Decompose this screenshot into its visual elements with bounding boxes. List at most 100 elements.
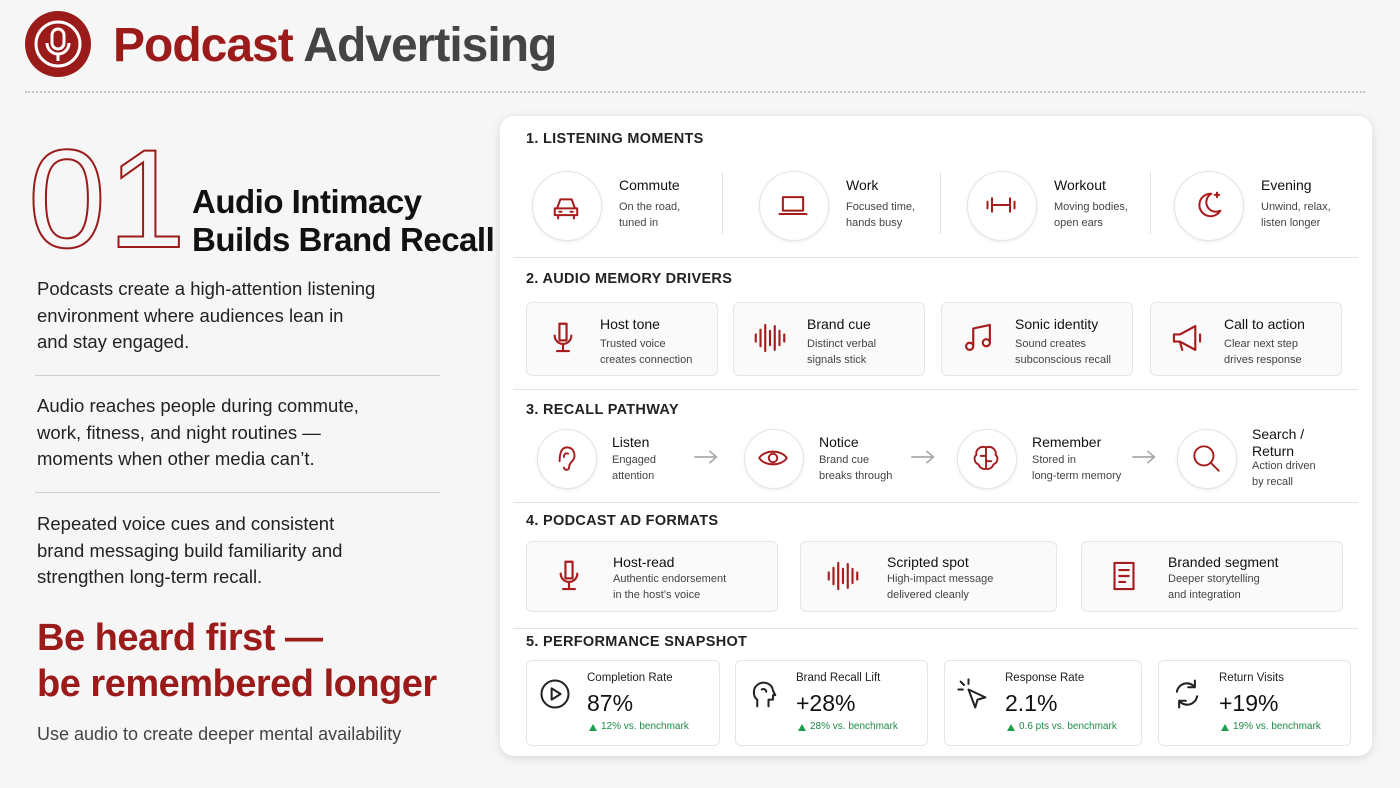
label: Host-read — [613, 554, 675, 570]
paragraph-line: work, fitness, and night routines — — [37, 421, 321, 443]
desc-line: High-impact message — [887, 573, 994, 585]
label: Host tone — [600, 316, 660, 332]
card — [526, 541, 778, 612]
desc-line: subconscious recall — [1015, 353, 1111, 366]
icon-circle — [744, 429, 804, 489]
logo — [25, 11, 91, 77]
icon — [559, 560, 579, 591]
desc-line: Sound creates — [1015, 338, 1086, 350]
icon-circle — [759, 171, 829, 241]
paragraph-line: Repeated voice cues and consistent — [37, 513, 335, 534]
trend-up — [798, 724, 806, 731]
icon — [553, 198, 579, 220]
divider — [513, 502, 1358, 503]
value: 87% — [587, 690, 634, 716]
icon — [965, 323, 991, 351]
heading-line: Builds Brand Recall — [192, 221, 495, 258]
paragraph-line: moments when other media can’t. — [37, 448, 315, 469]
paragraph-line: and stay engaged. — [37, 331, 190, 352]
paragraph-line: environment where audiences lean in — [37, 304, 344, 326]
label: Evening — [1261, 177, 1312, 193]
desc-line: in the host’s voice — [613, 588, 701, 601]
divider — [513, 628, 1358, 629]
label: Commute — [619, 177, 680, 193]
trend-up — [1007, 724, 1015, 731]
divider — [513, 257, 1358, 258]
tagline-line: Be heard first — — [37, 617, 323, 659]
icon-circle — [1177, 429, 1237, 489]
icon — [986, 197, 1016, 213]
section-number: 01 — [27, 119, 188, 278]
desc-line: listen longer — [1261, 216, 1321, 229]
icon — [540, 679, 570, 709]
desc-line: On the road, — [619, 201, 681, 213]
desc-line: Action driven — [1252, 460, 1316, 472]
divider — [513, 389, 1358, 390]
desc-line: Clear next step — [1224, 338, 1298, 350]
label: Remember — [1032, 434, 1102, 450]
desc-line: Deeper storytelling — [1168, 573, 1260, 585]
desc-line: Unwind, relax, — [1261, 201, 1331, 213]
paragraph-line: Podcasts create a high-attention listeni… — [37, 278, 376, 299]
label: Sonic identity — [1015, 316, 1099, 332]
icon — [1132, 450, 1156, 464]
label: Brand Recall Lift — [796, 672, 881, 684]
desc-line: signals stick — [807, 353, 867, 366]
icon — [553, 322, 573, 353]
icon — [754, 323, 786, 353]
label: Call to action — [1224, 316, 1305, 332]
page-title: Podcast Advertising — [113, 18, 557, 73]
label: Work — [846, 177, 879, 193]
label: Listen — [612, 434, 650, 450]
icon — [827, 561, 859, 591]
section-title: 3. RECALL PATHWAY — [526, 402, 679, 418]
icon — [1198, 191, 1222, 218]
desc-line: delivered cleanly — [887, 588, 969, 601]
icon — [758, 450, 788, 466]
desc-line: Brand cue — [819, 454, 870, 466]
desc-line: Stored in — [1032, 454, 1077, 466]
desc-line: Engaged — [612, 454, 657, 466]
section-title: 4. PODCAST AD FORMATS — [526, 513, 719, 529]
label: Notice — [819, 434, 859, 450]
divider — [35, 375, 440, 376]
desc-line: hands busy — [846, 216, 903, 229]
trend-up — [1221, 724, 1229, 731]
icon-circle — [957, 429, 1017, 489]
icon — [1175, 679, 1199, 709]
title-strong: Podcast — [113, 19, 294, 72]
icon-circle — [532, 171, 602, 241]
label: Scripted spot — [887, 554, 969, 570]
icon — [957, 678, 987, 709]
tagline-line: be remembered longer — [37, 663, 437, 705]
desc-line: by recall — [1252, 475, 1293, 488]
icon — [752, 681, 777, 708]
section-title: 2. AUDIO MEMORY DRIVERS — [526, 271, 733, 287]
desc-line: tuned in — [619, 216, 659, 229]
label: Branded segment — [1168, 554, 1279, 570]
icon — [911, 450, 935, 464]
icon — [1172, 325, 1202, 351]
label: Brand cue — [807, 316, 871, 332]
subline: Use audio to create deeper mental availa… — [37, 724, 402, 744]
value: 2.1% — [1005, 690, 1058, 716]
card — [1150, 302, 1342, 376]
paragraph-line: strengthen long-term recall. — [37, 566, 263, 587]
delta: 12% vs. benchmark — [601, 721, 689, 732]
label: Response Rate — [1005, 672, 1085, 684]
icon-circle — [1174, 171, 1244, 241]
icon — [973, 445, 999, 470]
delta: 19% vs. benchmark — [1233, 721, 1321, 732]
delta: 28% vs. benchmark — [810, 721, 898, 732]
paragraph-line: Audio reaches people during commute, — [37, 395, 359, 416]
value: +19% — [1219, 690, 1279, 716]
separator — [1150, 172, 1151, 234]
icon-circle — [537, 429, 597, 489]
desc-line: Distinct verbal — [807, 338, 877, 350]
label: Completion Rate — [587, 672, 673, 684]
value: +28% — [796, 690, 856, 716]
card — [526, 660, 720, 746]
label: Return Visits — [1219, 672, 1284, 684]
icon — [778, 196, 808, 216]
desc-line: Focused time, — [846, 201, 916, 213]
